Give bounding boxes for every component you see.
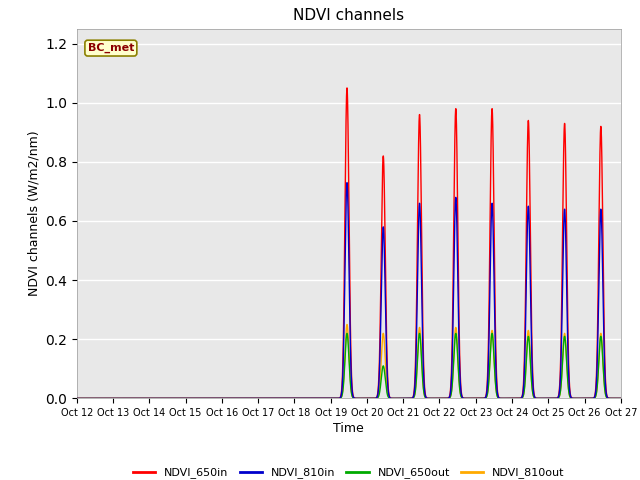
Text: BC_met: BC_met xyxy=(88,43,134,53)
Title: NDVI channels: NDVI channels xyxy=(293,9,404,24)
Legend: NDVI_650in, NDVI_810in, NDVI_650out, NDVI_810out: NDVI_650in, NDVI_810in, NDVI_650out, NDV… xyxy=(129,463,569,480)
X-axis label: Time: Time xyxy=(333,422,364,435)
Y-axis label: NDVI channels (W/m2/nm): NDVI channels (W/m2/nm) xyxy=(28,131,41,297)
